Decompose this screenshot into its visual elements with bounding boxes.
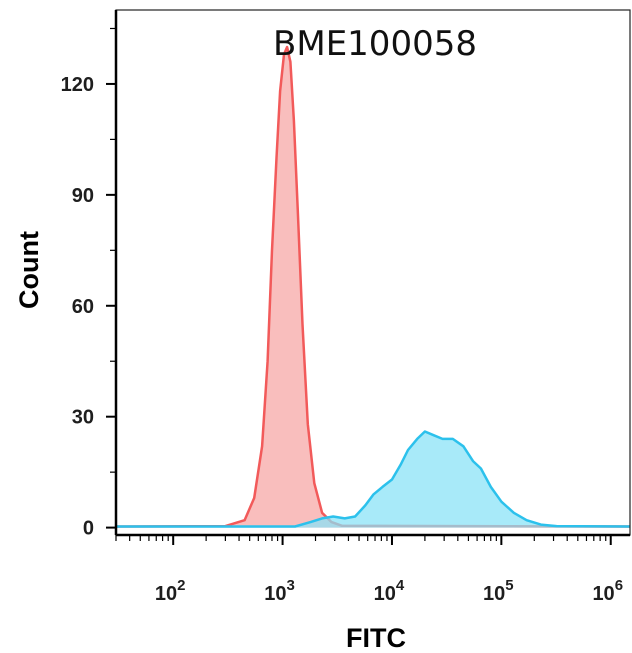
x-tick-exponent: 5	[505, 577, 513, 594]
x-tick-base: 10	[264, 583, 286, 605]
x-tick-exponent: 6	[615, 577, 623, 594]
y-tick-label: 0	[83, 518, 94, 540]
x-tick-label: 102	[155, 577, 186, 605]
x-tick-label: 105	[483, 577, 514, 605]
x-tick-label: 103	[264, 577, 295, 605]
x-tick-label: 106	[592, 577, 623, 605]
plot-border	[115, 9, 631, 536]
series-1-area	[116, 47, 630, 528]
x-axis-title: FITC	[346, 623, 406, 653]
plot-frame	[114, 9, 631, 537]
y-tick-label: 30	[72, 407, 94, 429]
x-axis: 102 103 104 105 106	[115, 535, 623, 605]
y-tick-label: 90	[72, 185, 94, 207]
y-tick-label: 120	[61, 74, 94, 96]
x-tick-base: 10	[374, 583, 396, 605]
plot-series	[115, 45, 631, 528]
x-tick-exponent: 3	[287, 577, 295, 594]
x-tick-base: 10	[155, 583, 177, 605]
x-tick-exponent: 4	[396, 577, 405, 594]
y-axis: 0 30 60 90 120	[61, 27, 116, 540]
x-tick-base: 10	[483, 583, 505, 605]
series-1-line	[115, 45, 631, 528]
y-tick-label: 60	[72, 296, 94, 318]
series-2-line	[116, 430, 631, 528]
x-tick-exponent: 2	[177, 577, 185, 594]
x-tick-base: 10	[592, 583, 614, 605]
chart-title: BME100058	[273, 24, 477, 64]
y-axis-title: Count	[14, 231, 44, 309]
x-tick-label: 104	[374, 577, 405, 605]
series-2-area	[116, 431, 630, 528]
